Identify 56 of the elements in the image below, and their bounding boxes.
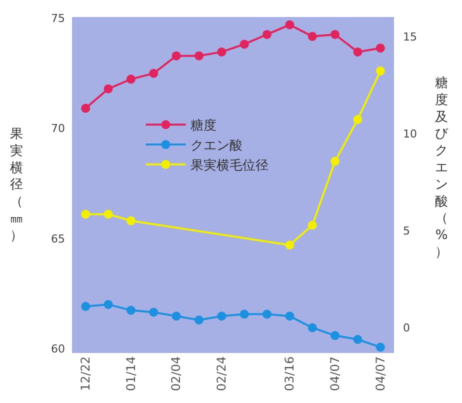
y2-tick-label: 0 bbox=[403, 322, 410, 335]
point bbox=[376, 66, 385, 76]
point bbox=[194, 51, 204, 60]
point bbox=[308, 32, 317, 41]
point bbox=[330, 30, 340, 39]
point bbox=[240, 310, 249, 319]
point bbox=[353, 334, 362, 344]
point bbox=[104, 210, 113, 219]
point bbox=[217, 47, 226, 56]
point bbox=[285, 240, 294, 250]
point bbox=[240, 40, 249, 49]
point bbox=[126, 306, 136, 315]
x-tick-label: 04/07 bbox=[373, 356, 388, 391]
legend-label: 果実横毛位径 bbox=[190, 158, 269, 174]
x-tick-label: 04/07 bbox=[328, 356, 342, 391]
point bbox=[104, 84, 113, 94]
point bbox=[285, 312, 294, 321]
point bbox=[262, 30, 272, 39]
point bbox=[81, 104, 90, 113]
point bbox=[330, 331, 340, 340]
y-tick-label: 60 bbox=[51, 342, 65, 356]
x-tick-label: 12/22 bbox=[78, 356, 93, 391]
point bbox=[81, 210, 90, 219]
point bbox=[308, 220, 317, 230]
legend-label: クエン酸 bbox=[190, 138, 243, 154]
point bbox=[262, 310, 272, 319]
text: 糖度及びクエン酸（%） bbox=[435, 76, 448, 260]
y-tick-label: 70 bbox=[51, 122, 65, 136]
point bbox=[330, 156, 340, 166]
point bbox=[126, 216, 136, 226]
point bbox=[285, 20, 294, 30]
x-tick-label: 03/16 bbox=[282, 356, 297, 391]
point bbox=[376, 44, 385, 53]
point bbox=[81, 302, 90, 311]
x-tick-label: 02/24 bbox=[214, 356, 229, 391]
y-tick-label: 65 bbox=[51, 232, 65, 246]
point bbox=[172, 312, 181, 321]
y2-tick-label: 15 bbox=[403, 30, 417, 44]
point bbox=[149, 68, 158, 78]
point bbox=[308, 323, 317, 332]
y2-tick-label: 5 bbox=[403, 224, 410, 238]
point bbox=[126, 74, 136, 84]
y2-tick-label: 10 bbox=[403, 127, 417, 140]
point bbox=[194, 315, 204, 324]
y-axis-title: 果実横径（㎜） bbox=[10, 127, 23, 244]
point bbox=[172, 51, 181, 60]
point bbox=[353, 114, 362, 124]
point bbox=[376, 342, 385, 352]
y-tick-label: 75 bbox=[51, 12, 65, 25]
x-tick-label: 02/04 bbox=[169, 356, 184, 391]
point bbox=[353, 47, 362, 56]
legend-label: 糖度 bbox=[190, 118, 217, 134]
x-tick-label: 01/14 bbox=[124, 356, 138, 391]
point bbox=[149, 308, 158, 317]
point bbox=[104, 300, 113, 309]
point bbox=[217, 312, 226, 321]
